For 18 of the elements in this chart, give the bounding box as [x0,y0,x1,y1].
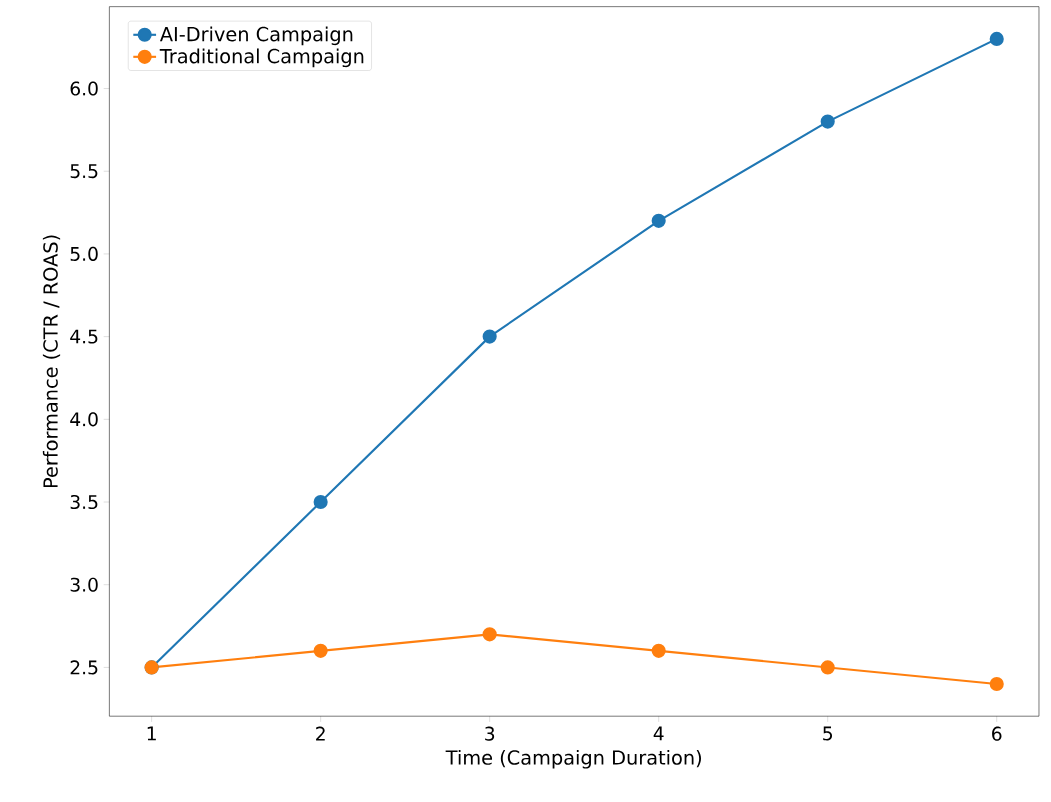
x-tick-label: 2 [316,726,325,741]
y-axis-title: Performance (CTR / ROAS) [42,235,61,488]
x-tick-label: 6 [992,726,1002,741]
y-tick-label: 6.0 [70,81,98,96]
x-axis-title: Time (Campaign Duration) [445,750,701,769]
x-tick-label: 1 [147,726,156,741]
y-tick-label: 2.5 [70,660,98,675]
legend-label: Traditional Campaign [159,48,364,68]
y-tick-label: 3.5 [70,495,98,510]
y-tick-label: 5.0 [70,247,98,262]
legend-label: AI-Driven Campaign [159,26,353,46]
x-tick-label: 3 [485,726,495,741]
y-tick-label: 4.5 [70,329,98,344]
y-tick-label: 5.5 [70,164,98,179]
y-tick-label: 3.0 [70,577,98,592]
x-tick-label: 5 [823,726,833,741]
x-tick-label: 4 [653,726,664,741]
y-tick-label: 4.0 [70,412,98,427]
